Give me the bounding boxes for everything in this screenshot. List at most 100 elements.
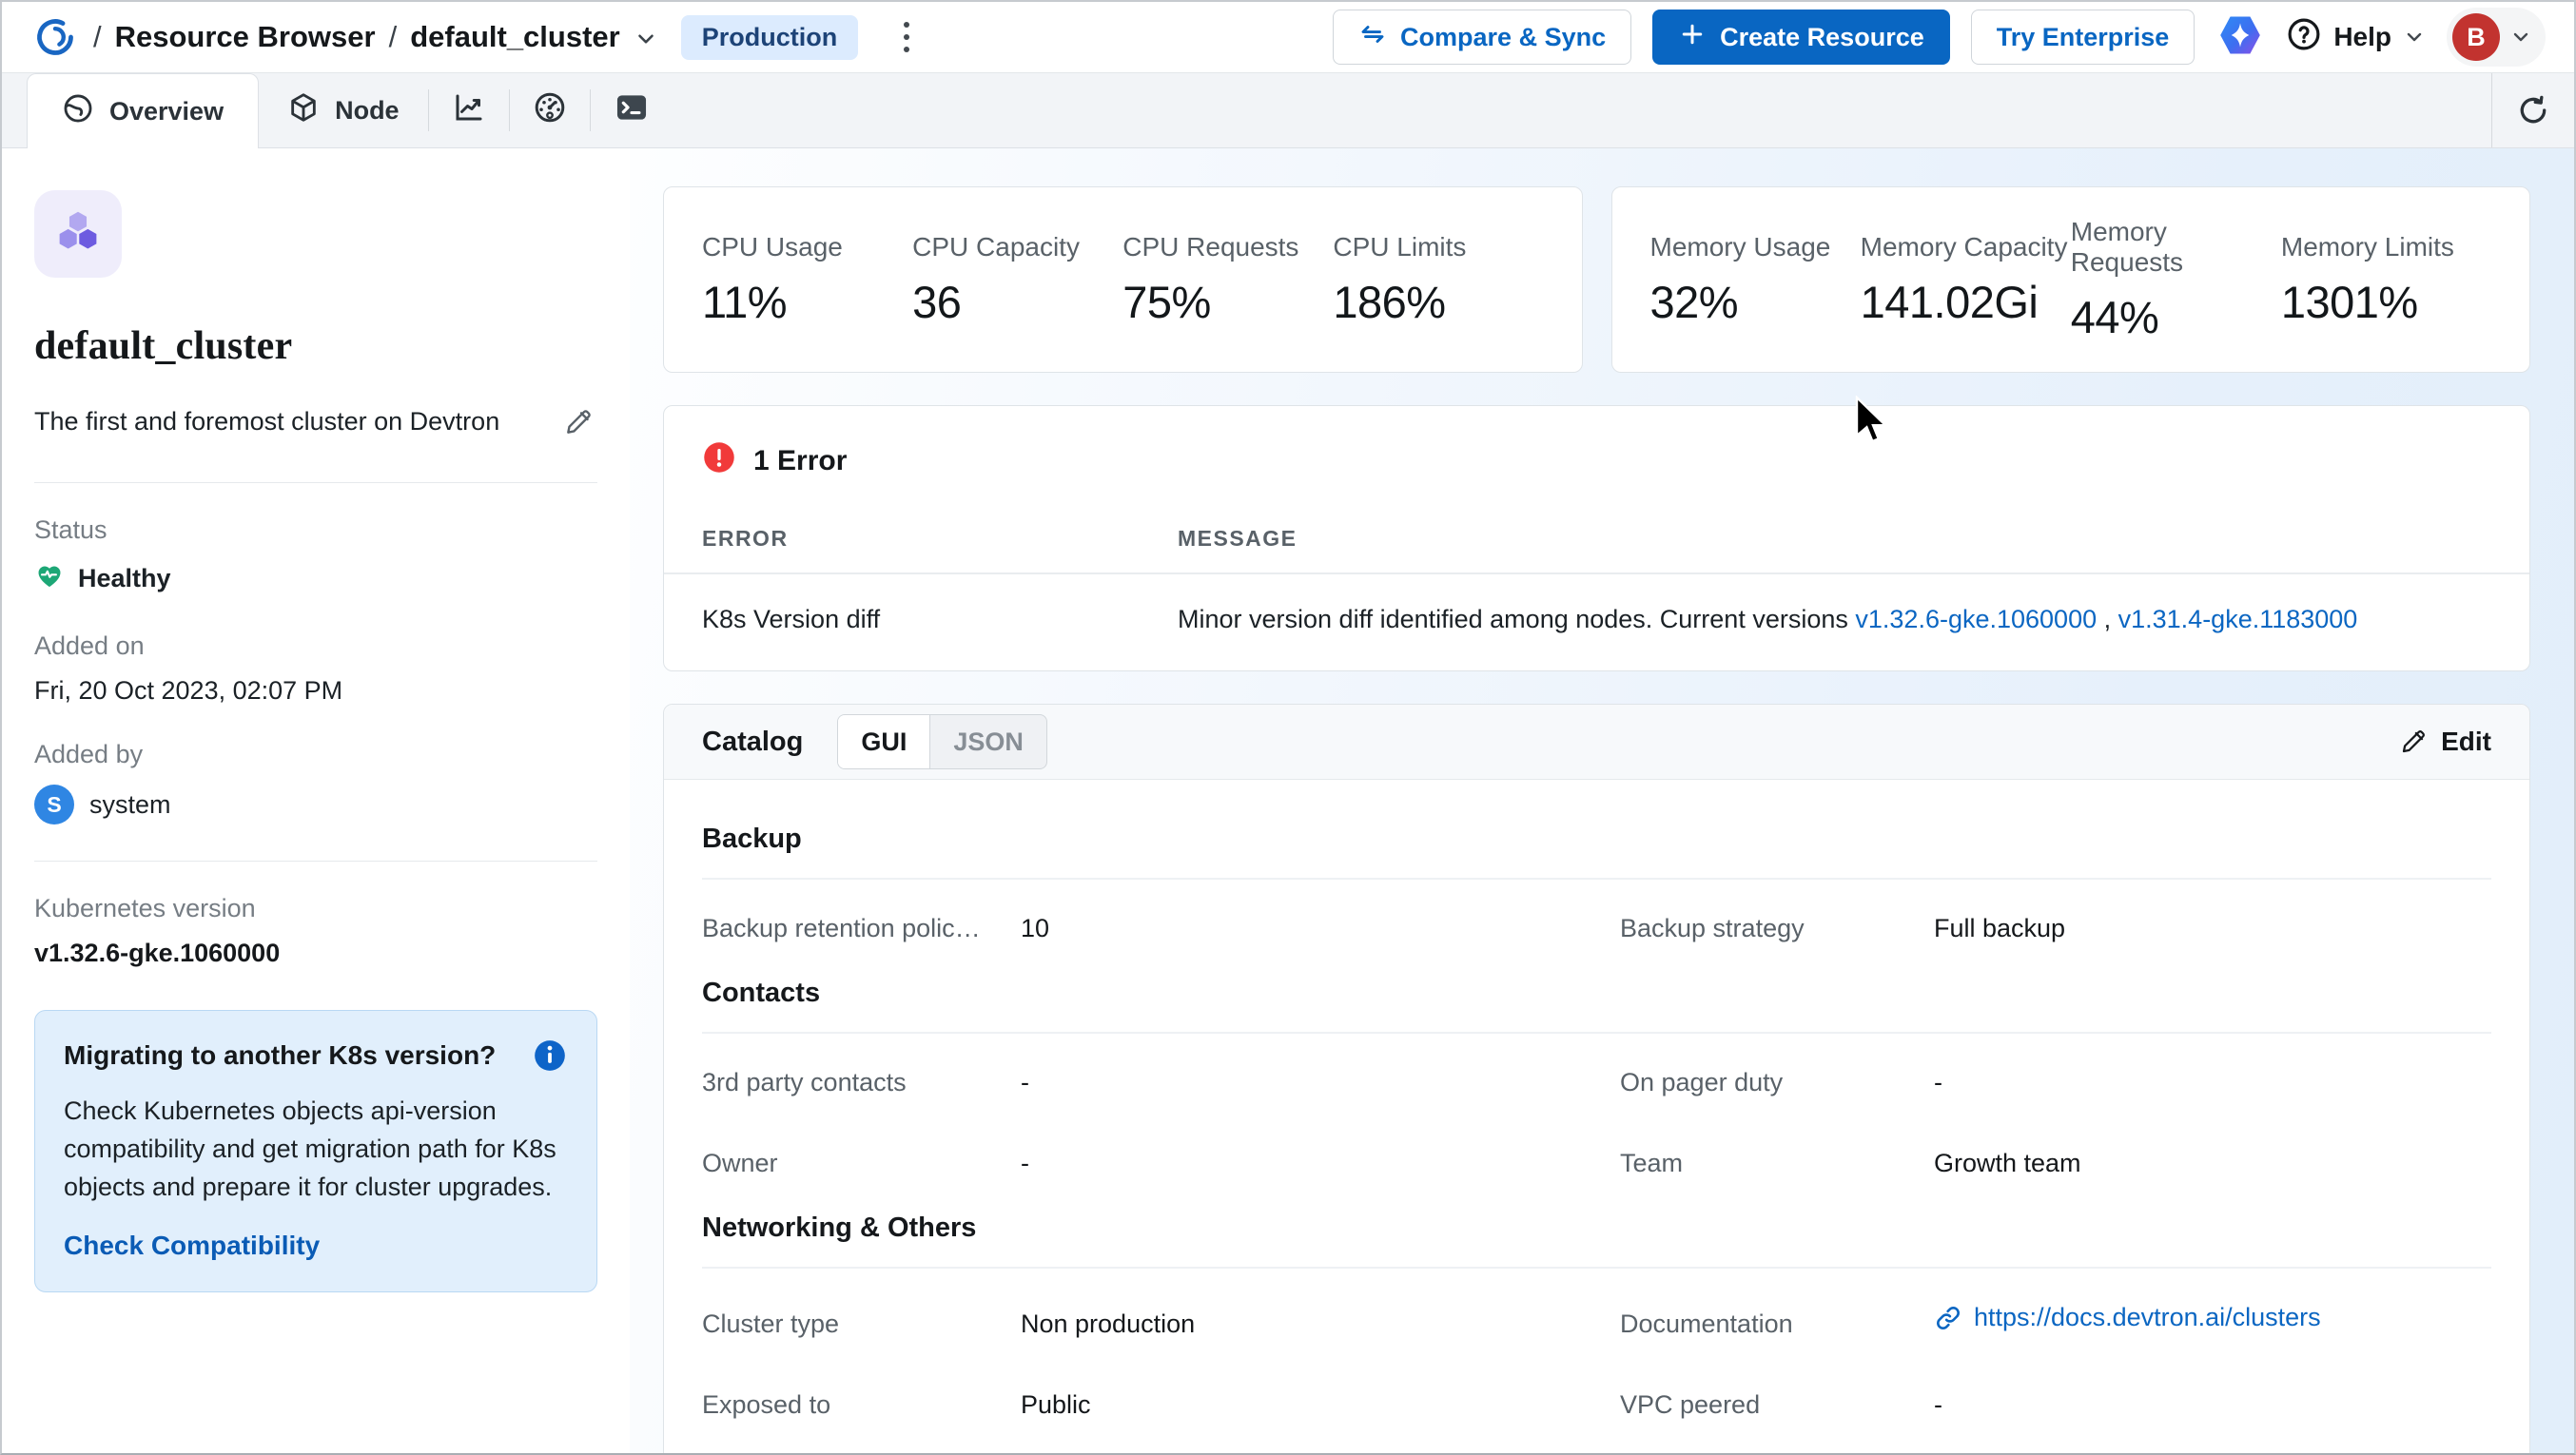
stat-cpu-capacity: CPU Capacity 36 (912, 232, 1122, 328)
edit-description-pencil-icon[interactable] (559, 403, 597, 446)
stat-cpu-usage: CPU Usage 11% (702, 232, 912, 328)
check-compatibility-link[interactable]: Check Compatibility (64, 1231, 321, 1260)
overview-icon (62, 92, 94, 131)
user-avatar: B (2452, 13, 2500, 61)
refresh-button[interactable] (2491, 73, 2574, 147)
catalog-card: Catalog GUI JSON Edit Backup Backup rete… (663, 704, 2530, 1453)
stat-label: Memory Capacity (1860, 231, 2068, 262)
stat-memory-limits: Memory Limits 1301% (2281, 232, 2491, 328)
catalog-edit-label: Edit (2441, 727, 2491, 756)
stat-value: 32% (1649, 276, 1739, 327)
user-menu[interactable]: B (2447, 8, 2546, 67)
breadcrumb-current[interactable]: default_cluster (410, 20, 620, 53)
stat-memory-capacity: Memory Capacity 141.02Gi (1861, 232, 2071, 328)
stat-value: 75% (1122, 276, 1211, 327)
error-name-cell: K8s Version diff (702, 605, 881, 633)
terminal-icon (614, 89, 650, 132)
plus-icon (1678, 20, 1707, 55)
tab-terminal[interactable] (591, 73, 673, 147)
info-icon (532, 1038, 568, 1078)
migration-card-body: Check Kubernetes objects api-version com… (64, 1096, 556, 1201)
version-link[interactable]: v1.32.6-gke.1060000 (1855, 605, 2098, 633)
tab-bar-right (2491, 73, 2574, 147)
gauge-icon (533, 90, 567, 131)
tab-divider (508, 89, 510, 131)
tab-metrics-gauge[interactable] (510, 73, 590, 147)
k8s-version-block: Kubernetes version v1.32.6-gke.1060000 (34, 894, 597, 968)
contacts-grid: 3rd party contacts - On pager duty - Own… (702, 1034, 2491, 1184)
tab-node-label: Node (335, 95, 400, 125)
status-value: Healthy (78, 564, 171, 592)
added-by-label: Added by (34, 740, 144, 768)
toggle-json[interactable]: JSON (929, 715, 1046, 768)
catalog-title: Catalog (702, 726, 804, 757)
help-label: Help (2333, 22, 2391, 51)
cluster-hexagons-icon (59, 211, 97, 249)
stat-memory-requests: Memory Requests 44% (2071, 217, 2281, 343)
field-value: Full backup (1934, 914, 2066, 942)
stat-label: CPU Requests (1122, 231, 1299, 262)
errors-header: 1 Error (664, 406, 2529, 511)
create-resource-button[interactable]: Create Resource (1652, 10, 1950, 65)
sparkle-hexagon-icon[interactable] (2215, 10, 2265, 65)
field-value: 10 (1021, 914, 1050, 942)
field-value: - (1934, 1389, 1942, 1419)
tab-monitoring[interactable] (429, 73, 509, 147)
question-circle-icon (2286, 16, 2322, 59)
tab-divider (427, 89, 429, 131)
cpu-stats-card: CPU Usage 11% CPU Capacity 36 CPU Reques… (663, 186, 1583, 373)
tab-overview[interactable]: Overview (27, 73, 260, 148)
header-actions: Compare & Sync Create Resource Try Enter… (1333, 8, 2546, 67)
error-message-text: Minor version diff identified among node… (1178, 605, 1848, 633)
added-on-value: Fri, 20 Oct 2023, 02:07 PM (34, 676, 343, 705)
tab-node[interactable]: Node (259, 73, 428, 147)
toggle-gui[interactable]: GUI (838, 715, 930, 768)
migration-card-title: Migrating to another K8s version? (64, 1040, 497, 1070)
compare-arrows-icon (1358, 20, 1387, 55)
k8s-version-label: Kubernetes version (34, 894, 256, 922)
backup-grid: Backup retention polic… 10 Backup strate… (702, 880, 2491, 949)
breadcrumb-separator: / (93, 20, 102, 53)
try-enterprise-button[interactable]: Try Enterprise (1970, 10, 2195, 65)
gui-json-toggle: GUI JSON (837, 714, 1047, 769)
documentation-link[interactable]: https://docs.devtron.ai/clusters (1934, 1303, 2491, 1332)
field-label: Exposed to (702, 1389, 831, 1419)
pencil-icon (2402, 730, 2426, 753)
added-by-avatar: S (34, 785, 74, 824)
stat-memory-usage: Memory Usage 32% (1650, 232, 1861, 328)
divider (34, 861, 597, 862)
added-by-value: system (89, 789, 171, 819)
section-heading-contacts: Contacts (702, 978, 821, 1008)
tab-divider (589, 89, 591, 131)
cluster-description-row: The first and foremost cluster on Devtro… (34, 403, 597, 446)
version-link[interactable]: v1.31.4-gke.1183000 (2117, 605, 2358, 633)
environment-badge: Production (680, 14, 859, 60)
cluster-description: The first and foremost cluster on Devtro… (34, 407, 500, 436)
line-chart-icon (452, 90, 486, 131)
k8s-version-value: v1.32.6-gke.1060000 (34, 939, 281, 967)
chevron-down-icon[interactable] (634, 25, 658, 49)
stat-value: 1301% (2280, 276, 2418, 327)
catalog-edit-button[interactable]: Edit (2399, 727, 2491, 757)
breadcrumb-root[interactable]: Resource Browser (114, 20, 376, 53)
refresh-icon (2520, 95, 2547, 124)
create-resource-label: Create Resource (1720, 22, 1924, 51)
compare-sync-button[interactable]: Compare & Sync (1333, 10, 1632, 65)
stat-cpu-limits: CPU Limits 186% (1333, 232, 1543, 328)
healthy-heart-icon (34, 560, 65, 597)
added-on-block: Added on Fri, 20 Oct 2023, 02:07 PM (34, 631, 597, 706)
stat-label: Memory Requests (2070, 216, 2184, 277)
migration-info-card: Migrating to another K8s version? Check … (34, 1010, 597, 1292)
documentation-url[interactable]: https://docs.devtron.ai/clusters (1974, 1303, 2321, 1331)
added-by-block: Added by S system (34, 740, 597, 824)
breadcrumb-separator: / (388, 20, 398, 53)
errors-table-header: ERROR MESSAGE (664, 511, 2529, 572)
more-options-kebab-icon[interactable] (896, 14, 917, 60)
field-value: Non production (1021, 1309, 1196, 1338)
link-separator: , (2097, 605, 2118, 633)
stat-label: Memory Usage (1649, 231, 1831, 262)
devtron-logo-icon[interactable] (34, 16, 76, 58)
help-menu[interactable]: Help (2286, 16, 2426, 59)
catalog-header: Catalog GUI JSON Edit (664, 705, 2529, 780)
compare-sync-label: Compare & Sync (1400, 22, 1607, 51)
